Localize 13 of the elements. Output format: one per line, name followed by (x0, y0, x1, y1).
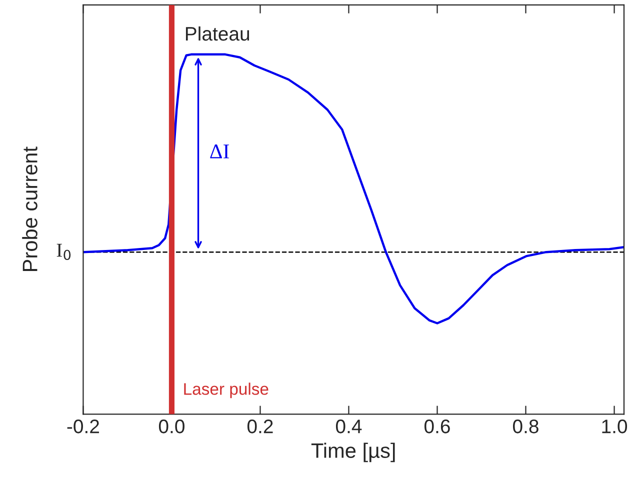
ref-line-label: Laser pulse (184, 382, 268, 398)
x-tick-label: -0.2 (67, 420, 99, 434)
x-tick-label: 0.6 (424, 420, 450, 434)
y-axis-title: Probe current (22, 146, 38, 271)
x-tick-label: 0.4 (336, 420, 362, 434)
x-tick-label: 0.2 (247, 420, 273, 434)
ref-line-label: I$_{0}$ (56, 244, 71, 260)
x-tick-label: 0.0 (158, 420, 184, 434)
x-tick-label: 1.0 (602, 420, 628, 434)
x-tick-label: 0.8 (513, 420, 538, 434)
x-axis-title: Time [µs] (311, 442, 395, 462)
annotation: ΔI (210, 144, 229, 158)
annotation: Plateau (186, 26, 250, 41)
